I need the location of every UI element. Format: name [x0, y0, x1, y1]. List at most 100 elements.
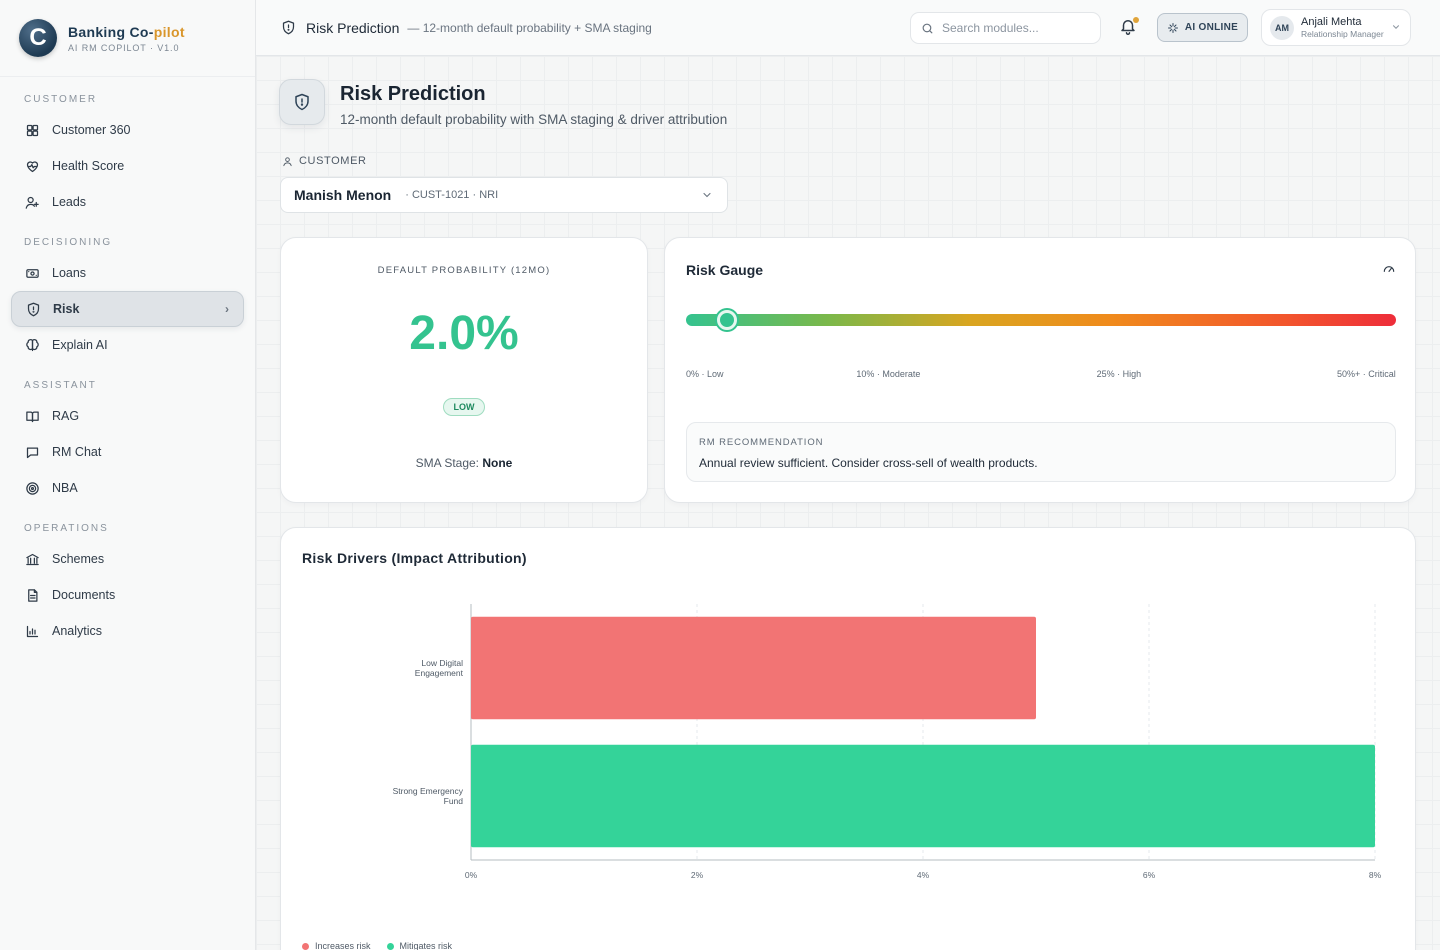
book-icon — [24, 408, 40, 424]
page-title: Risk Prediction — [340, 83, 486, 105]
user-menu[interactable]: AM Anjali Mehta Relationship Manager — [1261, 9, 1411, 46]
sidebar-item-analytics[interactable]: Analytics — [11, 613, 244, 649]
sidebar-item-label: Documents — [52, 588, 116, 602]
legend-label: Mitigates risk — [399, 941, 453, 950]
sidebar-item-documents[interactable]: Documents — [11, 577, 244, 613]
sidebar-item-loans[interactable]: Loans — [11, 255, 244, 291]
customer-name: Manish Menon — [294, 187, 392, 203]
sidebar-item-label: Loans — [52, 266, 87, 280]
category-label: Strong Emergency — [393, 786, 464, 796]
sparkle-icon — [1167, 22, 1179, 34]
bar-2 — [471, 744, 1375, 848]
chart-legend: Increases risk Mitigates risk — [302, 941, 468, 950]
sidebar-item-label: Health Score — [52, 159, 125, 173]
legend-dot — [386, 942, 394, 950]
gauge-tick-label: 10% · Moderate — [856, 369, 921, 379]
sma-stage: SMA Stage: None — [281, 456, 647, 470]
default-probability-card: DEFAULT PROBABILITY (12MO) 2.0% LOW SMA … — [280, 237, 648, 503]
gauge-tick-label: 25% · High — [1096, 369, 1142, 379]
legend-dot — [302, 942, 309, 950]
sidebar-item-schemes[interactable]: Schemes — [11, 541, 244, 577]
risk-gauge-indicator — [717, 310, 738, 330]
shield-icon — [281, 20, 296, 35]
sidebar-item-label: Customer 360 — [52, 123, 131, 137]
chevron-down-icon — [701, 189, 713, 201]
user-icon — [282, 156, 293, 167]
target-icon — [24, 480, 40, 496]
nav-section-operations: OPERATIONS — [24, 523, 109, 534]
recommendation-label: RM RECOMMENDATION — [699, 437, 824, 448]
risk-gauge-bar — [686, 314, 1396, 326]
risk-drivers-title: Risk Drivers (Impact Attribution) — [302, 550, 527, 566]
x-tick-label: 4% — [917, 870, 930, 880]
sidebar-item-nba[interactable]: NBA — [11, 470, 244, 506]
grid-icon — [24, 122, 40, 138]
bar-chart-icon — [24, 623, 40, 639]
nav-section-assistant: ASSISTANT — [24, 380, 97, 391]
risk-level-badge: LOW — [443, 398, 485, 416]
chat-icon — [24, 444, 40, 460]
category-label: Low Digital — [421, 658, 463, 668]
sma-stage-label: SMA Stage: — [415, 456, 480, 470]
customer-label-text: CUSTOMER — [299, 155, 367, 167]
legend-label: Increases risk — [315, 941, 371, 950]
sidebar-item-health-score[interactable]: Health Score — [11, 148, 244, 184]
gauge-icon — [1382, 262, 1396, 276]
notifications-button[interactable] — [1119, 17, 1139, 37]
x-tick-label: 8% — [1369, 870, 1382, 880]
chevron-down-icon — [1391, 22, 1401, 35]
sidebar-item-label: NBA — [52, 481, 78, 495]
gauge-tick-label: 0% · Low — [686, 369, 724, 379]
brand-logo: C — [19, 19, 57, 57]
recommendation-text: Annual review sufficient. Consider cross… — [699, 456, 1038, 470]
nav-section-decisioning: DECISIONING — [24, 237, 113, 248]
risk-gauge-card: Risk Gauge RM RECOMMENDATION Annual revi… — [664, 237, 1416, 503]
sidebar-item-label: Schemes — [52, 552, 105, 566]
search-placeholder: Search modules... — [942, 21, 1039, 35]
heart-pulse-icon — [24, 158, 40, 174]
legend-item: Mitigates risk — [386, 941, 453, 950]
category-label: Fund — [444, 796, 464, 806]
category-label: Engagement — [415, 668, 464, 678]
brand-subtitle: AI RM COPILOT · V1.0 — [68, 42, 180, 53]
gauge-tick-label: 50%+ · Critical — [1337, 369, 1396, 379]
probability-value: 2.0% — [409, 307, 519, 360]
document-icon — [24, 587, 40, 603]
risk-gauge-title: Risk Gauge — [686, 262, 764, 278]
sidebar-item-risk[interactable]: Risk › — [11, 291, 244, 327]
brand-title: Banking Co-pilot — [68, 23, 185, 40]
search-input[interactable]: Search modules... — [910, 12, 1101, 44]
sidebar-item-leads[interactable]: Leads — [11, 184, 244, 220]
chevron-right-icon: › — [225, 302, 229, 316]
banknote-icon — [24, 265, 40, 281]
customer-label: CUSTOMER — [282, 155, 367, 167]
x-tick-label: 0% — [465, 870, 478, 880]
brand[interactable]: C Banking Co-pilot AI RM COPILOT · V1.0 — [0, 0, 255, 77]
ai-status-label: AI ONLINE — [1184, 22, 1239, 33]
bell-icon — [1119, 20, 1137, 39]
shield-icon — [279, 79, 325, 125]
customer-select[interactable]: Manish Menon · CUST-1021 · NRI — [280, 177, 728, 213]
main-content: Risk Prediction 12-month default probabi… — [256, 56, 1440, 950]
sma-stage-value: None — [482, 456, 513, 470]
sidebar-item-customer-360[interactable]: Customer 360 — [11, 112, 244, 148]
bank-icon — [24, 551, 40, 567]
rm-recommendation: RM RECOMMENDATION Annual review sufficie… — [686, 422, 1396, 482]
avatar: AM — [1270, 15, 1294, 40]
customer-meta: · CUST-1021 · NRI — [405, 189, 499, 201]
bar-1 — [471, 616, 1036, 720]
sidebar-item-rag[interactable]: RAG — [11, 398, 244, 434]
brain-icon — [24, 337, 40, 353]
sidebar-item-label: Explain AI — [52, 338, 108, 352]
sidebar-item-rm-chat[interactable]: RM Chat — [11, 434, 244, 470]
legend-item: Increases risk — [302, 941, 371, 950]
topbar-subtitle: — 12-month default probability + SMA sta… — [407, 20, 652, 35]
user-role: Relationship Manager — [1301, 29, 1384, 39]
sidebar-item-explain-ai[interactable]: Explain AI — [11, 327, 244, 363]
sidebar: C Banking Co-pilot AI RM COPILOT · V1.0 … — [0, 0, 256, 950]
sidebar-nav: CUSTOMER Customer 360 Health Score Leads DEC… — [0, 77, 255, 649]
probability-label: DEFAULT PROBABILITY (12MO) — [377, 265, 551, 276]
page-subtitle: 12-month default probability with SMA st… — [340, 112, 728, 127]
ai-status-badge[interactable]: AI ONLINE — [1157, 13, 1248, 42]
